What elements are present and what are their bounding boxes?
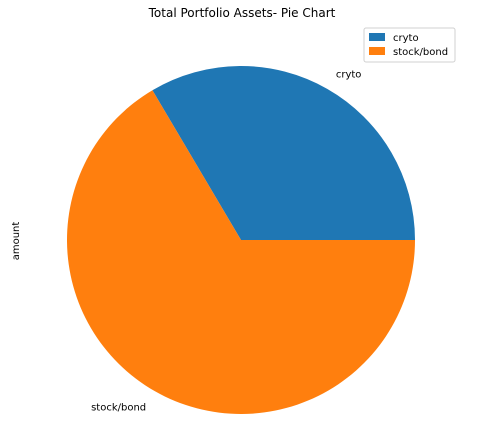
pie-label-cryto: cryto bbox=[336, 70, 362, 81]
legend-label-cryto: cryto bbox=[393, 33, 419, 44]
legend: cryto stock/bond bbox=[363, 27, 456, 63]
legend-swatch-cryto bbox=[369, 33, 385, 41]
pie-slice-stock-bond bbox=[66, 90, 415, 414]
legend-swatch-stock-bond bbox=[369, 47, 385, 55]
pie-slice-labels: cryto stock/bond bbox=[91, 70, 361, 414]
pie-slice-cryto bbox=[152, 66, 415, 241]
chart-title: Total Portfolio Assets- Pie Chart bbox=[148, 6, 336, 20]
legend-label-stock-bond: stock/bond bbox=[393, 47, 448, 58]
pie-slices bbox=[66, 66, 415, 414]
legend-frame bbox=[363, 27, 456, 63]
y-axis-label: amount bbox=[11, 222, 22, 261]
pie-label-stock-bond: stock/bond bbox=[91, 402, 146, 413]
